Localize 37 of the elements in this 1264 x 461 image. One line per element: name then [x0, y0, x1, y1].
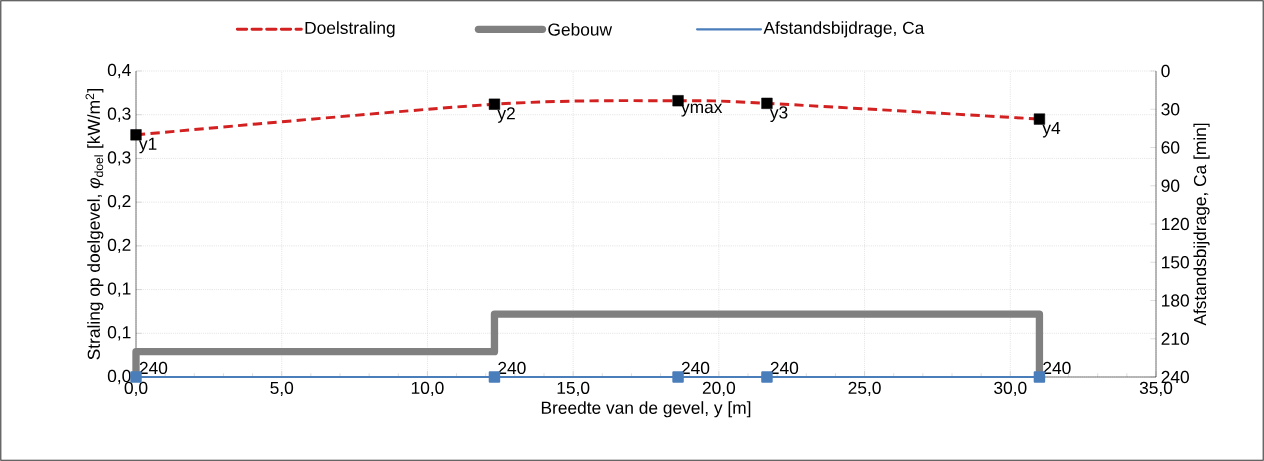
data-label: 240 [681, 361, 710, 375]
y2-axis-title: Afstandsbijdrage, Ca [min] [1193, 123, 1210, 326]
x-axis-title: Breedte van de gevel, y [m] [541, 401, 751, 418]
y2-tick-label: 180 [1162, 294, 1189, 307]
annotation: y4 [1042, 122, 1061, 138]
y-axis-title: Straling op doelgevel, φ$_{doel}$ [kW/m$^{2}$] [85, 88, 104, 360]
legend-label: Afstandsbijdrage, Ca [763, 21, 925, 38]
y2-tick-label: 90 [1161, 179, 1180, 192]
legend-label: Gebouw [548, 22, 613, 36]
y2-tick-label: 30 [1161, 103, 1180, 116]
y-tick-label: 0,4 [107, 63, 131, 79]
y2-tick-label: 0 [1161, 64, 1170, 78]
y-tick-label: 0,1 [107, 282, 131, 297]
x-tick-label: 25,0 [848, 381, 881, 397]
annotation: y3 [769, 106, 788, 122]
data-label: 240 [1043, 361, 1071, 375]
x-tick-label: 10,0 [411, 381, 444, 397]
annotation: ymax [681, 103, 723, 117]
annotation: y2 [497, 107, 515, 123]
y-tick-label: 0,3 [107, 151, 131, 166]
annotation: y1 [138, 137, 157, 154]
data-label: 240 [770, 361, 799, 375]
x-tick-label: 15,0 [557, 381, 590, 397]
y2-tick-label: 120 [1162, 217, 1189, 231]
x-tick-label: 20,0 [702, 381, 736, 397]
y2-tick-label: 150 [1162, 256, 1189, 269]
y-tick-label: 0,2 [107, 238, 131, 254]
y-tick-label: 0,3 [107, 107, 131, 122]
legend-label: Doelstraling [305, 21, 395, 38]
x-tick-label: 30,0 [994, 381, 1027, 397]
data-label: 240 [498, 361, 526, 375]
y2-tick-label: 210 [1161, 332, 1189, 345]
y-tick-label: 0,2 [107, 194, 131, 210]
data-label: 240 [139, 361, 168, 375]
x-tick-label: 5,0 [270, 381, 294, 397]
y-tick-label: 0,1 [107, 326, 131, 341]
y2-tick-label: 60 [1161, 141, 1180, 154]
